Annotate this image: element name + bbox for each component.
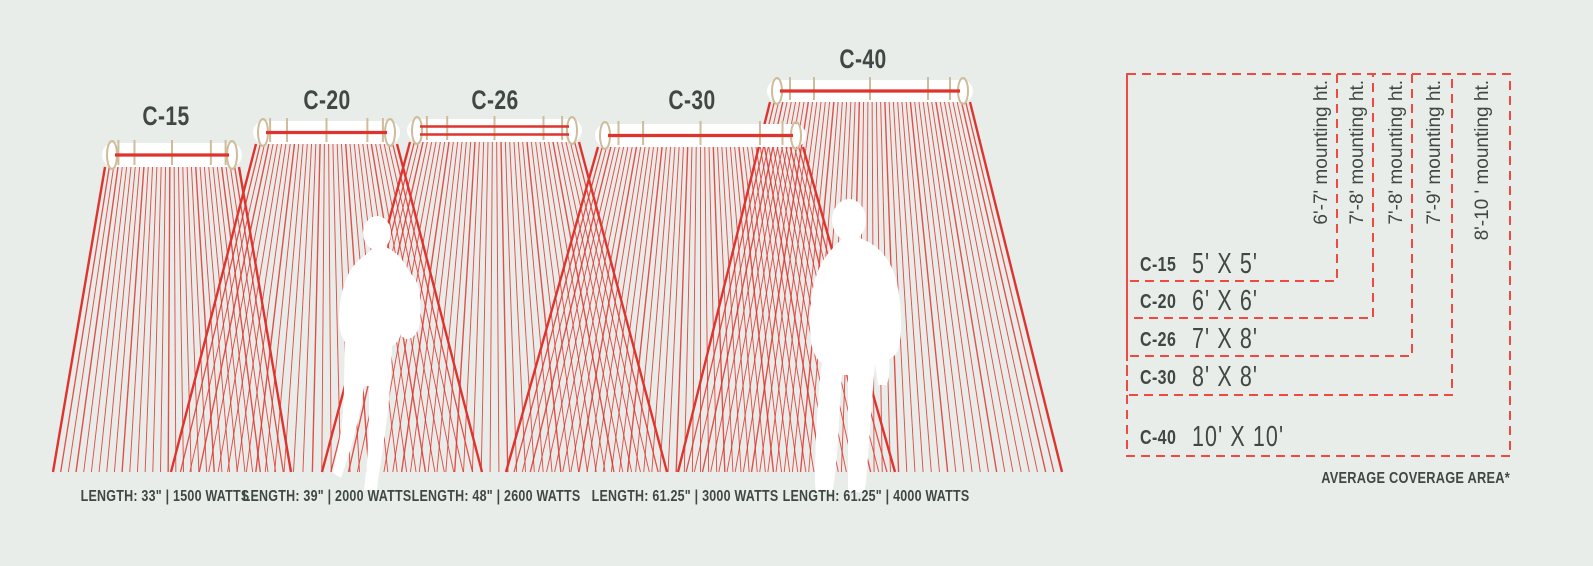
spec-label-c26: LENGTH: 48" | 2600 WATTS [411, 488, 581, 505]
mounting-ht-c20: 7'-8' mounting ht. [1347, 80, 1368, 225]
model-label-c20: C-20 [303, 85, 351, 115]
coverage-area-c20: 6' X 6' [1192, 285, 1259, 317]
coverage-box-c-30 [1126, 73, 1453, 396]
model-label-c30: C-30 [668, 85, 716, 115]
mounting-ht-c40: 8'-10 ' mounting ht. [1472, 80, 1493, 241]
coverage-model-c26: C-26 [1140, 329, 1177, 351]
model-label-c26: C-26 [471, 85, 519, 115]
mounting-ht-c15: 6'-7' mounting ht. [1311, 80, 1332, 225]
coverage-model-c20: C-20 [1140, 291, 1177, 313]
heater-unit-c26 [407, 116, 582, 145]
person-silhouette-small [333, 216, 421, 490]
heater-unit-c20 [253, 118, 400, 147]
heater-unit-c15 [102, 140, 242, 170]
coverage-box-c-15 [1126, 73, 1338, 282]
mounting-ht-c26: 7'-8' mounting ht. [1386, 80, 1407, 225]
heater-unit-c30 [595, 121, 806, 150]
coverage-area-c26: 7' X 8' [1192, 323, 1259, 355]
coverage-model-c40: C-40 [1140, 427, 1177, 449]
mounting-ht-c30: 7'-9' mounting ht. [1424, 80, 1445, 225]
model-label-c40: C-40 [839, 44, 887, 74]
end-bracket-c26 [411, 116, 423, 145]
spec-label-c40: LENGTH: 61.25" | 4000 WATTS [782, 488, 970, 505]
coverage-model-c30: C-30 [1140, 367, 1177, 389]
end-bracket-c26 [566, 116, 578, 145]
coverage-area-c30: 8' X 8' [1192, 361, 1259, 393]
fan-beams-c20 [169, 143, 484, 473]
spec-label-c20: LENGTH: 39" | 2000 WATTS [242, 488, 412, 505]
coverage-area-c40: 10' X 10' [1192, 421, 1285, 453]
coverage-model-c15: C-15 [1140, 254, 1177, 276]
coverage-area-c15: 5' X 5' [1192, 248, 1259, 280]
coverage-footnote: AVERAGE COVERAGE AREA* [1321, 470, 1510, 487]
spec-label-c30: LENGTH: 61.25" | 3000 WATTS [591, 488, 779, 505]
spec-label-c15: LENGTH: 33" | 1500 WATTS [80, 488, 250, 505]
model-label-c15: C-15 [142, 101, 190, 131]
person-silhouette-large [809, 199, 902, 492]
heater-unit-c40 [767, 77, 973, 105]
